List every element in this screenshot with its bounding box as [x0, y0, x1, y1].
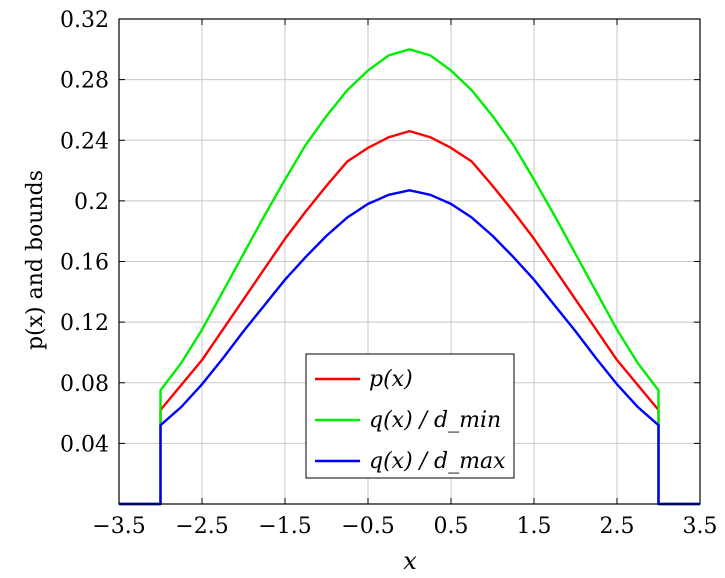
x-tick-label: 3.5	[683, 514, 718, 539]
y-tick-label: 0.2	[74, 190, 109, 215]
y-tick-label: 0.04	[60, 432, 109, 457]
legend-box	[305, 353, 515, 479]
y-tick-label: 0.12	[60, 311, 109, 336]
y-tick-label: 0.16	[60, 251, 109, 276]
legend: p(x) q(x) / d_min q(x) / d_max	[305, 353, 515, 479]
x-tick-label: 2.5	[600, 514, 635, 539]
x-tick-label: −1.5	[258, 514, 311, 539]
y-tick-label: 0.08	[60, 372, 109, 397]
x-tick-label: 1.5	[517, 514, 552, 539]
legend-label-0: p(x)	[369, 367, 413, 392]
tick-labels: −3.5 −2.5 −1.5 −0.5 0.5 1.5 2.5 3.5 0.04 0.08 0.12…	[60, 8, 717, 539]
plot-frame	[118, 18, 701, 505]
legend-label-2: q(x) / d_max	[369, 449, 506, 474]
x-tick-label: −3.5	[92, 514, 145, 539]
series-group	[119, 48, 700, 506]
series-line-1	[119, 48, 700, 506]
series-line-2	[119, 189, 700, 506]
y-tick-label: 0.28	[60, 69, 109, 94]
series-line-0	[119, 129, 700, 506]
grid	[118, 18, 701, 504]
y-axis-title: p(x) and bounds	[23, 170, 48, 350]
legend-label-1: q(x) / d_min	[369, 408, 501, 433]
x-axis-title: x	[403, 547, 417, 575]
x-tick-label: −2.5	[175, 514, 228, 539]
x-tick-label: −0.5	[341, 514, 394, 539]
x-tick-label: 0.5	[434, 514, 469, 539]
y-tick-label: 0.24	[60, 129, 109, 154]
y-tick-label: 0.32	[60, 8, 109, 33]
